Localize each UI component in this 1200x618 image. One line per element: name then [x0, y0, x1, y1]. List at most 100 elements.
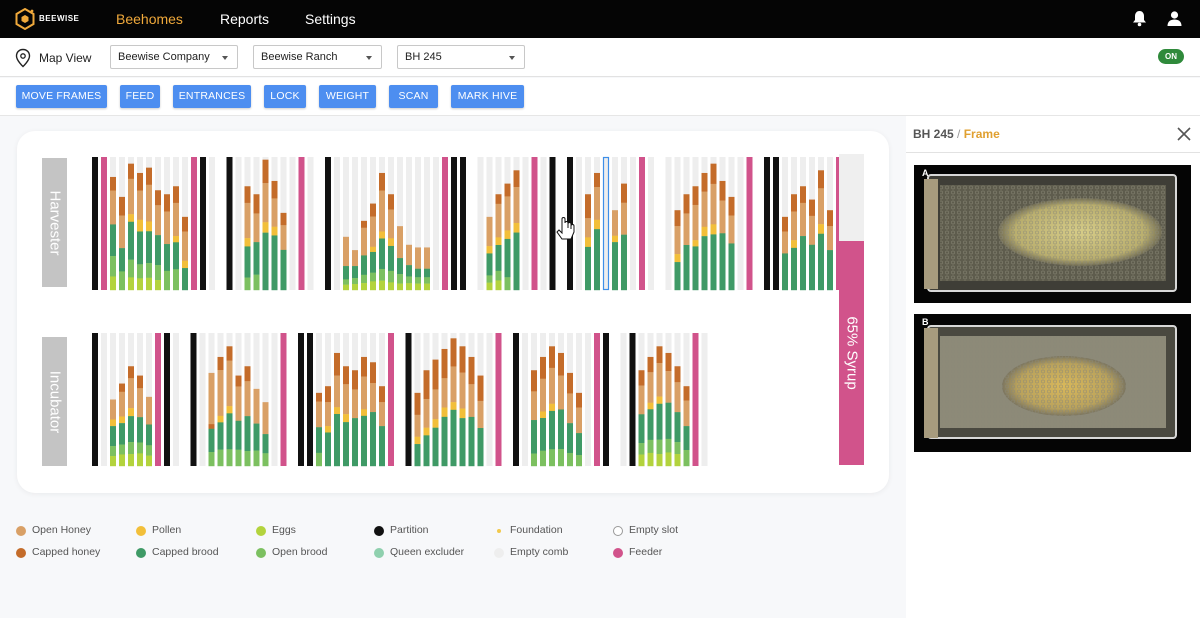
- legend-label: Feeder: [629, 546, 663, 558]
- partition[interactable]: [405, 333, 412, 466]
- frame-background[interactable]: [352, 157, 358, 290]
- empty-comb-frame[interactable]: [334, 157, 340, 290]
- capped-honey-segment: [244, 366, 251, 382]
- feeder[interactable]: [495, 333, 502, 466]
- hive-select[interactable]: BH 245: [397, 45, 525, 69]
- partition[interactable]: [629, 333, 636, 466]
- open-brood-segment: [208, 452, 215, 467]
- status-toggle[interactable]: ON: [1158, 49, 1184, 64]
- frame-photo-side-a[interactable]: A: [914, 165, 1191, 303]
- feeder[interactable]: [692, 333, 699, 466]
- frame-photo-side-b[interactable]: B: [914, 314, 1191, 452]
- empty-comb-frame[interactable]: [576, 157, 582, 290]
- feeder[interactable]: [191, 157, 197, 290]
- partition[interactable]: [764, 157, 770, 290]
- partition[interactable]: [451, 157, 457, 290]
- feeder[interactable]: [594, 333, 600, 466]
- partition[interactable]: [773, 157, 779, 290]
- empty-comb-frame[interactable]: [486, 333, 493, 466]
- legend-label: Pollen: [152, 524, 182, 536]
- empty-comb-frame[interactable]: [289, 157, 296, 290]
- empty-comb-frame[interactable]: [477, 157, 484, 290]
- empty-comb-frame[interactable]: [630, 157, 636, 290]
- nav-beehomes[interactable]: Beehomes: [116, 11, 183, 27]
- beewise-logo[interactable]: BEEWISE: [14, 8, 86, 30]
- close-icon[interactable]: [1177, 127, 1191, 141]
- capped-honey-segment: [271, 180, 278, 199]
- capped-honey-segment: [119, 383, 125, 392]
- empty-comb-frame[interactable]: [101, 333, 107, 466]
- nav-settings[interactable]: Settings: [305, 11, 356, 27]
- frame-background[interactable]: [343, 157, 349, 290]
- feeder[interactable]: [155, 333, 161, 466]
- frame-background[interactable]: [415, 157, 421, 290]
- feeder[interactable]: [280, 333, 287, 466]
- partition[interactable]: [200, 157, 206, 290]
- feeder[interactable]: [746, 157, 753, 290]
- empty-comb-frame[interactable]: [199, 333, 206, 466]
- partition[interactable]: [92, 333, 98, 466]
- feeder[interactable]: [531, 157, 538, 290]
- company-select[interactable]: Beewise Company: [110, 45, 238, 69]
- frame-background[interactable]: [406, 157, 412, 290]
- open-brood-segment: [495, 270, 502, 281]
- feeder[interactable]: [298, 157, 305, 290]
- empty-comb-frame[interactable]: [235, 157, 242, 290]
- frame-background[interactable]: [424, 157, 430, 290]
- feeder[interactable]: [101, 157, 107, 290]
- empty-comb-frame[interactable]: [540, 157, 547, 290]
- partition[interactable]: [164, 333, 170, 466]
- open-honey-segment: [164, 211, 170, 245]
- lock-button[interactable]: LOCK: [264, 85, 306, 108]
- move-frames-button[interactable]: MOVE FRAMES: [16, 85, 107, 108]
- empty-comb-frame[interactable]: [209, 157, 215, 290]
- capped-honey-segment: [782, 216, 788, 232]
- empty-comb-frame[interactable]: [585, 333, 591, 466]
- partition[interactable]: [325, 157, 331, 290]
- capped-brood-segment: [567, 423, 573, 454]
- weight-button[interactable]: WEIGHT: [319, 85, 376, 108]
- capped-brood-segment: [827, 250, 833, 291]
- capped-honey-segment: [146, 167, 152, 185]
- partition[interactable]: [226, 157, 233, 290]
- open-honey-segment: [208, 372, 215, 425]
- feeder[interactable]: [639, 157, 645, 290]
- empty-comb-frame[interactable]: [271, 333, 278, 466]
- scan-button[interactable]: SCAN: [389, 85, 438, 108]
- syrup-level-gauge[interactable]: 65% Syrup: [839, 154, 864, 465]
- capped-brood-segment: [612, 242, 618, 291]
- empty-comb-frame[interactable]: [648, 157, 654, 290]
- partition[interactable]: [92, 157, 98, 290]
- nav-reports[interactable]: Reports: [220, 11, 270, 27]
- notifications-bell-icon[interactable]: [1132, 10, 1147, 32]
- empty-comb-frame[interactable]: [307, 157, 314, 290]
- mark-hive-button[interactable]: MARK HIVE: [451, 85, 524, 108]
- user-account-icon[interactable]: [1167, 10, 1182, 32]
- empty-comb-frame[interactable]: [665, 157, 672, 290]
- partition[interactable]: [190, 333, 197, 466]
- frame-background[interactable]: [397, 157, 403, 290]
- empty-comb-frame[interactable]: [522, 333, 528, 466]
- partition[interactable]: [298, 333, 304, 466]
- partition[interactable]: [307, 333, 313, 466]
- empty-comb-frame[interactable]: [433, 157, 439, 290]
- empty-comb-frame[interactable]: [522, 157, 529, 290]
- empty-comb-frame[interactable]: [620, 333, 627, 466]
- empty-comb-frame[interactable]: [701, 333, 708, 466]
- selected-frame[interactable]: [603, 157, 609, 290]
- empty-comb-frame[interactable]: [173, 333, 179, 466]
- feeder[interactable]: [388, 333, 394, 466]
- feeder[interactable]: [442, 157, 448, 290]
- ranch-select[interactable]: Beewise Ranch: [253, 45, 382, 69]
- open-honey-segment: [235, 386, 242, 421]
- capped-brood-segment: [110, 426, 116, 447]
- empty-comb-frame[interactable]: [737, 157, 744, 290]
- feed-button[interactable]: FEED: [120, 85, 160, 108]
- frame-background[interactable]: [262, 333, 269, 466]
- partition[interactable]: [513, 333, 519, 466]
- capped-honey-segment: [540, 356, 546, 379]
- entrances-button[interactable]: ENTRANCES: [173, 85, 251, 108]
- partition[interactable]: [460, 157, 466, 290]
- partition[interactable]: [549, 157, 556, 290]
- partition[interactable]: [603, 333, 609, 466]
